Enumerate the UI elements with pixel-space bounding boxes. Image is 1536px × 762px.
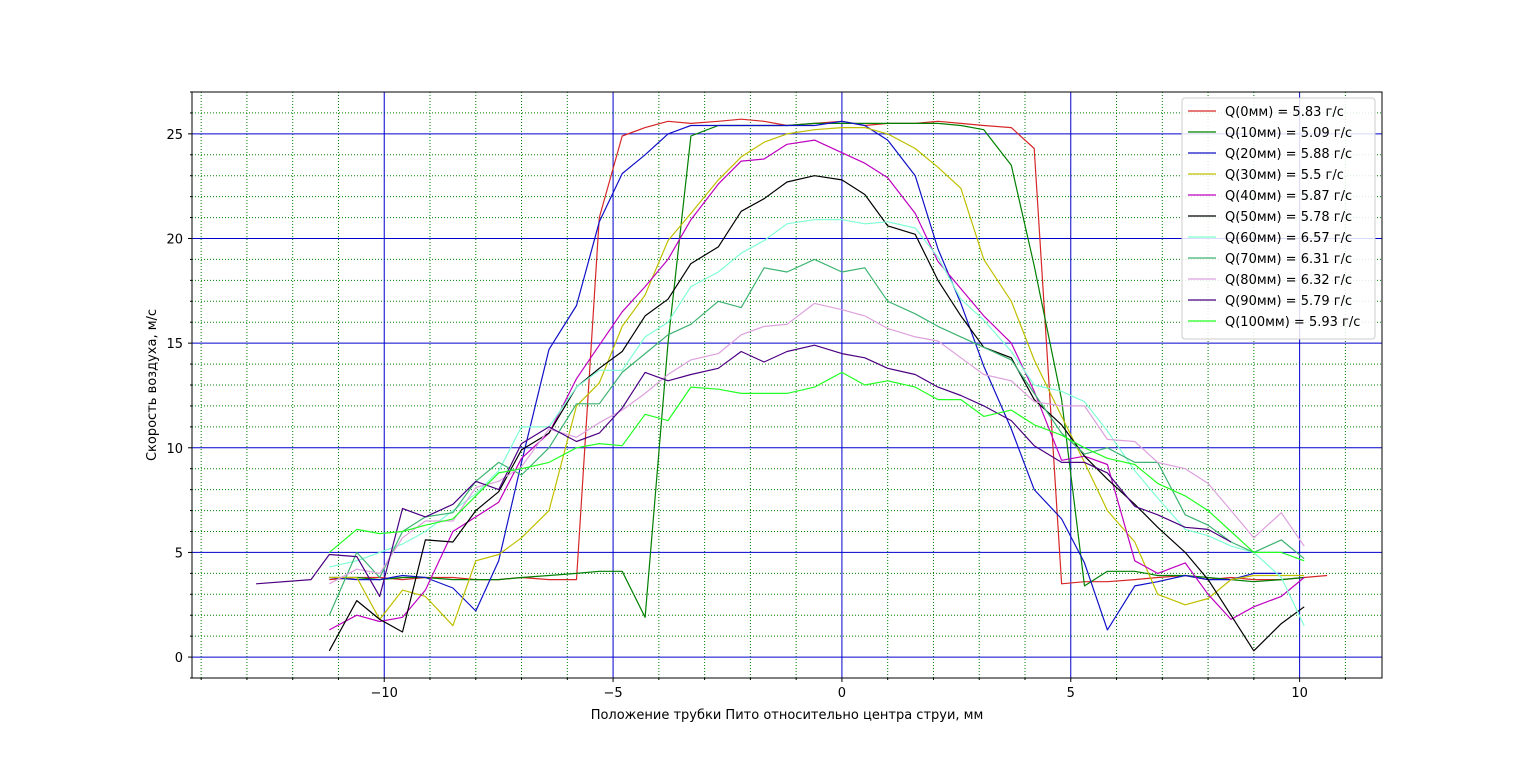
x-tick-label: 0: [838, 686, 846, 701]
legend-label: Q(0мм) = 5.83 г/с: [1225, 105, 1344, 120]
y-tick-label: 15: [166, 337, 183, 352]
y-axis-label: Скорость воздуха, м/с: [145, 309, 160, 461]
legend-label: Q(30мм) = 5.5 г/с: [1225, 168, 1344, 183]
legend-box: [1181, 97, 1376, 340]
legend-label: Q(80мм) = 6.32 г/с: [1225, 273, 1352, 288]
series-line-9: [256, 344, 1232, 598]
legend-label: Q(20мм) = 5.88 г/с: [1225, 147, 1352, 162]
y-tick-label: 25: [166, 128, 183, 143]
tick-labels: −10 −5 0 5 10 0 5 10 15 20 25: [166, 128, 1307, 701]
series-line-5: [328, 175, 1305, 652]
legend-label: Q(90мм) = 5.79 г/с: [1225, 294, 1352, 309]
series-lines: [256, 118, 1328, 652]
legend-label: Q(40мм) = 5.87 г/с: [1225, 189, 1352, 204]
y-tick-label: 0: [175, 651, 183, 666]
y-tick-label: 20: [166, 233, 183, 248]
legend-label: Q(10мм) = 5.09 г/с: [1225, 126, 1352, 141]
legend-label: Q(50мм) = 5.78 г/с: [1225, 210, 1352, 225]
y-tick-label: 10: [166, 442, 183, 457]
legend-label: Q(70мм) = 6.31 г/с: [1225, 252, 1352, 267]
x-tick-label: 10: [1291, 686, 1308, 701]
axis-ticks: [188, 91, 1346, 682]
series-line-6: [329, 219, 1305, 626]
series-line-4: [329, 139, 1305, 631]
series-line-2: [329, 120, 1282, 631]
x-axis-label: Положение трубки Пито относительно центр…: [591, 708, 984, 723]
minor-grid: [192, 91, 1382, 679]
series-line-10: [328, 371, 1305, 562]
series-line-3: [329, 126, 1305, 627]
legend: Q(0мм) = 5.83 г/с Q(10мм) = 5.09 г/с Q(20м…: [1181, 97, 1376, 340]
legend-label: Q(60мм) = 6.57 г/с: [1225, 231, 1352, 246]
x-tick-label: −10: [371, 686, 398, 701]
legend-label: Q(100мм) = 5.93 г/с: [1225, 315, 1360, 330]
series-line-8: [329, 302, 1305, 585]
series-line-1: [329, 122, 1305, 618]
x-tick-label: −5: [603, 686, 622, 701]
x-tick-label: 5: [1067, 686, 1075, 701]
y-tick-label: 5: [175, 546, 183, 561]
series-line-7: [328, 258, 1305, 616]
